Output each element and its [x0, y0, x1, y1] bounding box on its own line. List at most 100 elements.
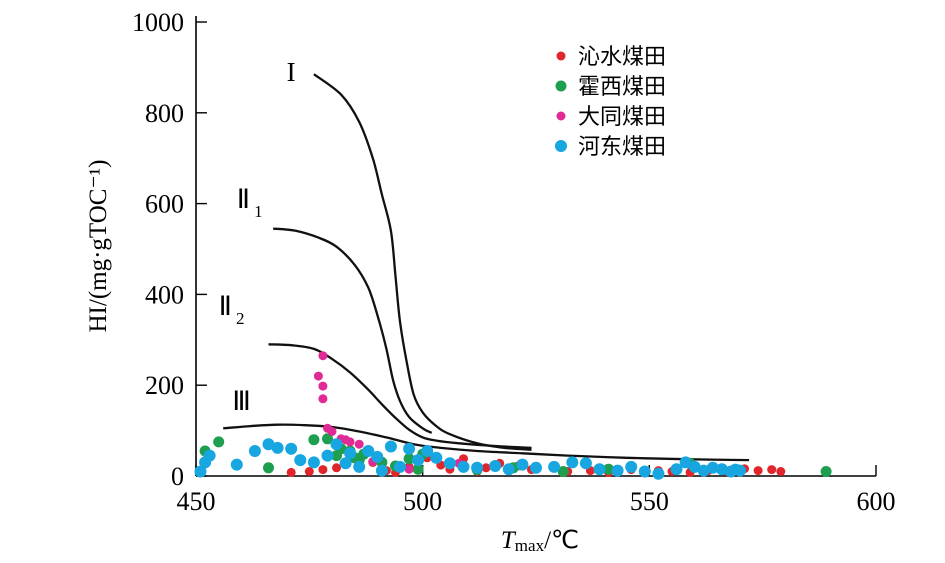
- data-point: [530, 461, 542, 474]
- data-point: [516, 458, 529, 471]
- kerogen-curve-2: [273, 227, 433, 434]
- data-point: [294, 454, 307, 467]
- kerogen-curve-4: [223, 423, 750, 462]
- data-point: [421, 445, 434, 457]
- data-point: [443, 457, 456, 470]
- data-point: [371, 450, 384, 463]
- x-ticks: 450 500 550 600: [177, 465, 896, 516]
- data-point: [715, 463, 728, 476]
- data-points: [194, 351, 832, 480]
- y-tick-label: 600: [145, 190, 184, 219]
- legend-label: 大同煤田: [578, 105, 666, 130]
- data-point: [489, 460, 502, 472]
- data-point: [481, 463, 491, 473]
- x-axis-title-subscript: max: [515, 536, 545, 555]
- legend-marker: [556, 111, 566, 121]
- kerogen-curve-label: I: [287, 57, 296, 87]
- y-tick-label: 400: [145, 280, 184, 309]
- data-point: [471, 461, 484, 474]
- data-point: [430, 451, 443, 464]
- series-points-4: [194, 438, 746, 480]
- data-point: [706, 461, 719, 474]
- data-point: [593, 463, 606, 476]
- data-point: [767, 465, 777, 475]
- data-point: [344, 447, 357, 460]
- data-point: [321, 449, 334, 462]
- data-point: [354, 439, 364, 449]
- data-point: [285, 442, 298, 455]
- data-point: [403, 453, 415, 465]
- data-point: [557, 466, 569, 477]
- legend-marker: [555, 80, 567, 92]
- data-point: [611, 464, 624, 477]
- y-tick-label: 0: [171, 462, 184, 491]
- data-point: [688, 460, 701, 473]
- kerogen-curve-1: [313, 73, 532, 451]
- data-point: [327, 427, 337, 436]
- data-point: [603, 463, 614, 475]
- data-point: [262, 438, 275, 451]
- data-point: [271, 441, 284, 454]
- data-point: [457, 460, 470, 473]
- data-point: [263, 462, 274, 474]
- kerogen-curves: I Ⅱ 1 Ⅱ 2 Ⅲ: [219, 57, 750, 462]
- data-point: [308, 434, 320, 446]
- data-point: [230, 458, 243, 471]
- kerogen-curve-3: [268, 343, 532, 450]
- data-point: [194, 465, 207, 478]
- data-point: [679, 456, 692, 469]
- data-point: [322, 433, 333, 445]
- data-point: [345, 437, 355, 447]
- data-point: [313, 371, 323, 381]
- x-tick-label: 550: [630, 487, 669, 516]
- x-axis-title: Tmax/℃: [501, 527, 579, 555]
- data-point: [776, 467, 786, 476]
- data-point: [403, 442, 416, 455]
- data-point: [307, 456, 320, 469]
- legend-label: 河东煤田: [578, 135, 666, 160]
- data-point: [404, 464, 414, 474]
- data-point: [318, 394, 328, 404]
- data-point: [213, 436, 225, 448]
- data-point: [670, 463, 683, 476]
- x-tick-label: 500: [403, 487, 442, 516]
- data-point: [697, 464, 710, 477]
- data-point: [412, 454, 425, 467]
- data-point: [286, 467, 296, 477]
- legend-marker: [556, 51, 566, 61]
- data-point: [304, 467, 314, 476]
- x-tick-label: 600: [857, 487, 896, 516]
- data-point: [652, 467, 665, 480]
- y-tick-label: 1000: [132, 8, 184, 37]
- axes: [195, 16, 876, 477]
- data-point: [318, 351, 328, 361]
- x-axis-title-symbol: T: [501, 527, 517, 554]
- x-tick-label: 450: [177, 487, 216, 516]
- series-points-3: [313, 351, 464, 474]
- y-tick-label: 200: [145, 371, 184, 400]
- data-point: [638, 465, 651, 478]
- data-point: [318, 465, 328, 475]
- data-point: [548, 460, 561, 473]
- data-point: [332, 463, 341, 473]
- legend-label: 霍西煤田: [578, 75, 666, 100]
- data-point: [339, 457, 352, 470]
- data-point: [362, 445, 375, 457]
- y-ticks: 0 200 400 600 800 1000: [132, 8, 207, 491]
- data-point: [384, 440, 397, 453]
- kerogen-curve-label: Ⅲ: [232, 386, 251, 416]
- data-point: [353, 460, 366, 473]
- data-point: [394, 460, 406, 473]
- data-point: [248, 445, 261, 457]
- data-point: [330, 438, 343, 451]
- data-point: [318, 381, 328, 391]
- data-point: [203, 449, 216, 462]
- y-axis-title: HI/(mg·gTOC⁻¹): [85, 160, 112, 333]
- data-point: [820, 466, 832, 477]
- data-point: [375, 464, 388, 477]
- y-tick-label: 800: [145, 99, 184, 128]
